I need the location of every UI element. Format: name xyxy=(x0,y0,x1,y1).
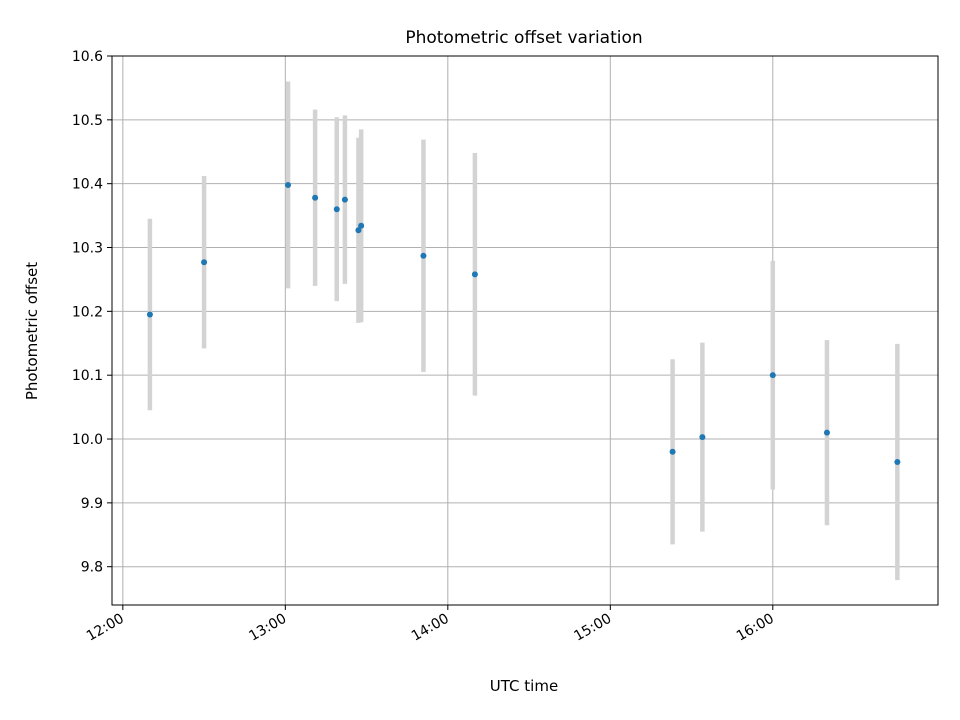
data-point xyxy=(669,448,676,455)
data-point xyxy=(471,271,478,278)
data-point xyxy=(769,372,776,379)
data-point xyxy=(312,194,319,201)
y-tick-label: 9.9 xyxy=(81,496,103,512)
data-point xyxy=(201,259,208,266)
y-axis-ticks: 9.8 9.9 10.0 10.1 10.2 10.3 10.4 10.5 10.6 xyxy=(72,49,112,576)
y-axis-label: Photometric offset xyxy=(23,262,41,400)
chart-title: Photometric offset variation xyxy=(405,28,642,48)
y-tick-label: 10.5 xyxy=(72,113,103,129)
y-tick-label: 10.0 xyxy=(72,432,103,448)
data-point xyxy=(358,222,365,229)
y-tick-label: 10.6 xyxy=(72,49,103,65)
data-point xyxy=(894,459,901,466)
data-point xyxy=(333,206,340,213)
y-tick-label: 10.4 xyxy=(72,177,103,193)
x-axis-label: UTC time xyxy=(490,677,558,695)
data-point xyxy=(699,434,706,441)
data-point xyxy=(146,311,153,318)
data-points xyxy=(146,181,901,466)
data-point xyxy=(285,181,292,188)
y-tick-label: 10.3 xyxy=(72,241,103,257)
data-point xyxy=(823,429,830,436)
data-point xyxy=(355,227,362,234)
data-point xyxy=(341,196,348,203)
y-tick-label: 9.8 xyxy=(81,560,103,576)
y-tick-label: 10.2 xyxy=(72,304,103,320)
plot-frame xyxy=(111,55,939,606)
y-tick-label: 10.1 xyxy=(72,368,103,384)
data-point xyxy=(420,252,427,259)
